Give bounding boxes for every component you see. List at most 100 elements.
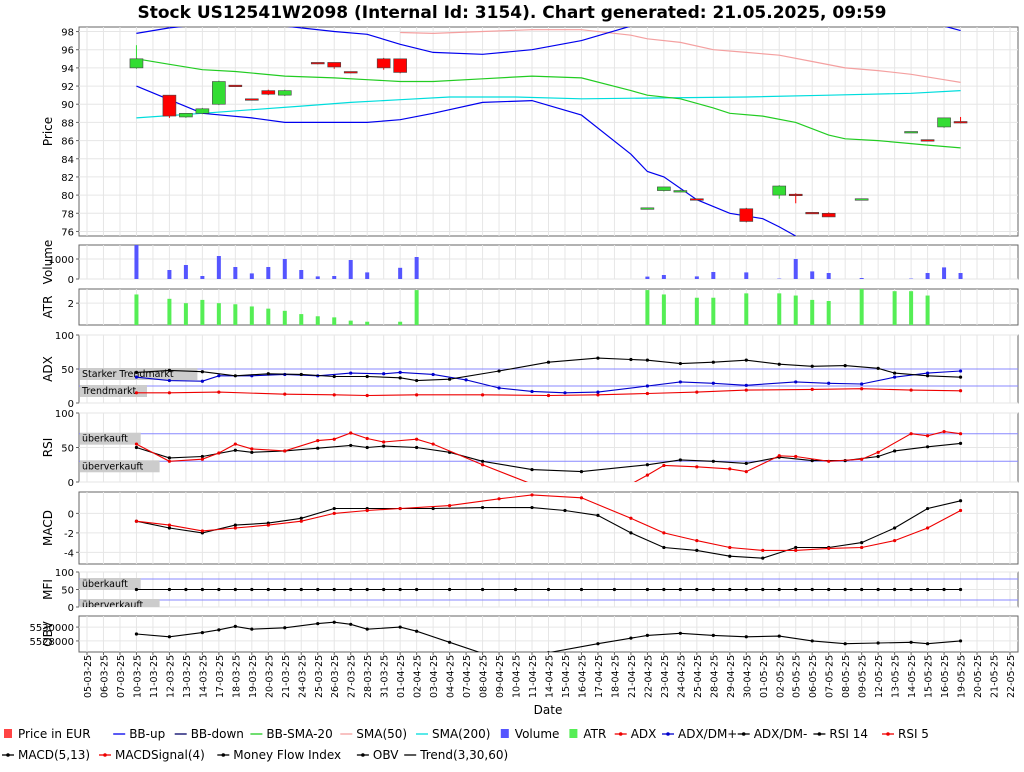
y-tick-label: 94 [61, 64, 74, 75]
bar [217, 303, 221, 325]
y-tick-label: 78 [61, 209, 74, 220]
series-marker [333, 507, 336, 510]
x-tick-label: 05-03-25 [83, 655, 94, 698]
legend-swatch [569, 729, 577, 738]
legend-item: RSI 14 [813, 727, 868, 741]
legend-label: BB-down [191, 727, 244, 741]
series-marker [283, 449, 286, 452]
legend-label: Price in EUR [18, 727, 91, 741]
y-tick-label: -2 [64, 529, 74, 540]
bar [332, 276, 336, 279]
legend-label: ADX [631, 727, 657, 741]
bar [365, 272, 369, 279]
y-axis-label: ATR [41, 296, 55, 319]
series-marker [728, 546, 731, 549]
series-marker [860, 458, 863, 461]
candle-body [163, 95, 176, 116]
series-marker [745, 388, 748, 391]
x-tick-label: 02-04-25 [413, 655, 424, 698]
bar [711, 298, 715, 325]
series-marker [728, 588, 731, 591]
series-marker [646, 588, 649, 591]
series-marker [333, 375, 336, 378]
bar [662, 294, 666, 325]
y-tick-label: 2 [68, 299, 74, 310]
series-marker [530, 390, 533, 393]
bar [266, 267, 270, 279]
series-marker [629, 531, 632, 534]
bar [184, 265, 188, 279]
series-marker [877, 367, 880, 370]
y-tick-label: 100 [55, 331, 74, 342]
y-axis-label: OBV [41, 620, 55, 646]
series-marker [844, 364, 847, 367]
candle-body [806, 212, 819, 214]
x-tick-label: 23-04-25 [660, 655, 671, 698]
series-marker [168, 379, 171, 382]
series-marker [679, 362, 682, 365]
series-marker [910, 432, 913, 435]
series-marker [283, 626, 286, 629]
series-marker [201, 370, 204, 373]
series-marker [646, 463, 649, 466]
legend-item: MACDSignal(4) [99, 748, 205, 762]
series-marker [250, 447, 253, 450]
y-tick-label: 100 [55, 409, 74, 420]
series-marker [448, 641, 451, 644]
bar [415, 290, 419, 325]
legend-label: MACDSignal(4) [115, 748, 205, 762]
bar [200, 300, 204, 325]
series-marker [234, 625, 237, 628]
y-tick-label: 76 [61, 227, 74, 238]
candle-body [822, 213, 835, 217]
series-marker [530, 493, 533, 496]
series-marker [497, 497, 500, 500]
candle-body [344, 72, 357, 74]
legend-item: BB-down [175, 727, 244, 741]
series-marker [168, 391, 171, 394]
series-marker [959, 442, 962, 445]
bar [893, 291, 897, 325]
series-marker [794, 546, 797, 549]
legend-item: SMA(200) [416, 727, 490, 741]
x-tick-label: 22-04-25 [643, 655, 654, 698]
legend-marker [6, 753, 10, 757]
series-marker [646, 474, 649, 477]
series-marker [217, 451, 220, 454]
series-marker [926, 526, 929, 529]
series-marker [201, 455, 204, 458]
series-marker [893, 539, 896, 542]
series-marker [959, 639, 962, 642]
x-tick-label: 12-05-25 [874, 655, 885, 698]
series-marker [366, 588, 369, 591]
bar [909, 291, 913, 325]
bar [250, 273, 254, 279]
series-marker [811, 588, 814, 591]
series-marker [827, 547, 830, 550]
series-marker [333, 393, 336, 396]
series-marker [959, 389, 962, 392]
legend-item: ADX/DM- [738, 727, 808, 741]
series-marker [596, 357, 599, 360]
candle-body [328, 62, 341, 67]
x-tick-label: 13-05-25 [891, 655, 902, 698]
series-marker [613, 588, 616, 591]
series-marker [811, 639, 814, 642]
y-tick-label: -4 [64, 548, 74, 559]
legend-label: BB-up [129, 727, 165, 741]
bar [810, 300, 814, 325]
x-tick-label: 03-04-25 [429, 655, 440, 698]
series-marker [168, 523, 171, 526]
series-marker [300, 517, 303, 520]
series-marker [349, 371, 352, 374]
series-marker [168, 588, 171, 591]
series-marker [745, 384, 748, 387]
series-marker [596, 391, 599, 394]
series-marker [481, 463, 484, 466]
legend-label: Trend(3,30,60) [419, 748, 508, 762]
bar [134, 245, 138, 279]
series-marker [349, 588, 352, 591]
x-tick-label: 10-04-25 [512, 655, 523, 698]
series-marker [629, 637, 632, 640]
series-marker [728, 555, 731, 558]
